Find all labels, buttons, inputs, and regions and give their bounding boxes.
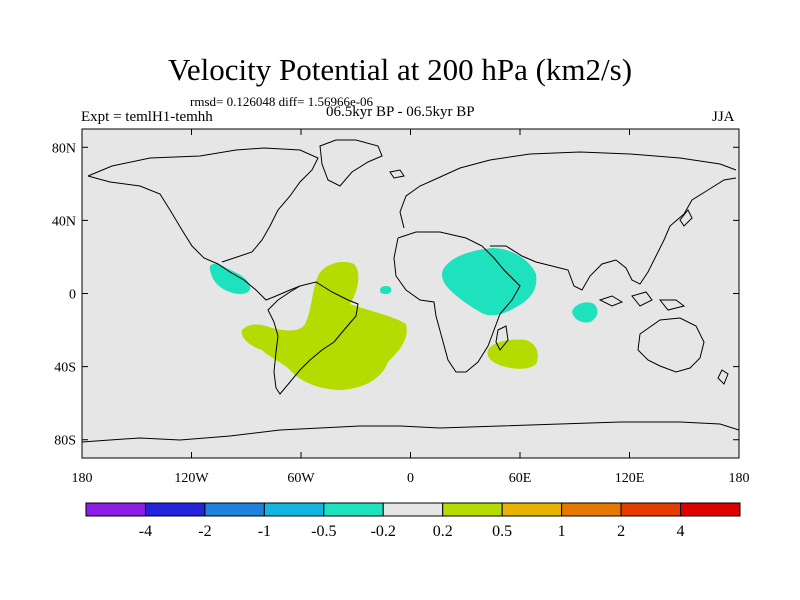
- coastline-japan: [679, 209, 693, 227]
- colorbar-box: [85, 502, 146, 517]
- coastline-south-america: [267, 281, 359, 395]
- region-south-america-atlantic-positive: [241, 261, 407, 390]
- y-axis: 80N 40N 0 40S 80S: [52, 141, 739, 449]
- colorbar: -4 -2 -1 -0.5 -0.2 0.2 0.5 1 2 4: [85, 502, 741, 540]
- coastline-antarctica: [82, 421, 739, 443]
- colorbar-box: [620, 502, 682, 517]
- period-label: 06.5kyr BP - 06.5kyr BP: [326, 104, 475, 120]
- colorbar-box: [501, 502, 563, 517]
- x-tick-label: 120W: [174, 471, 209, 486]
- y-tick-label: 80N: [52, 141, 76, 156]
- x-tick-label: 180: [72, 471, 93, 486]
- y-tick-label: 80S: [54, 434, 76, 449]
- colorbar-label: 0.5: [492, 523, 512, 540]
- colorbar-box: [561, 502, 622, 517]
- season-label: JJA: [712, 109, 735, 125]
- coastline-greenland: [319, 139, 383, 187]
- coastline-europe: [399, 151, 737, 229]
- y-tick-label: 0: [69, 288, 76, 303]
- coastline-iceland: [389, 169, 405, 179]
- colorbar-label: 2: [617, 523, 625, 540]
- colorbar-box: [323, 502, 384, 517]
- x-tick-label: 60W: [287, 471, 315, 486]
- x-tick-label: 120E: [615, 471, 645, 486]
- stats-label: rmsd= 0.126048 diff= 1.56966e-06: [190, 94, 374, 109]
- coastline-arabia-india: [490, 245, 617, 291]
- colorbar-box: [144, 502, 206, 517]
- colorbar-label: -1: [258, 523, 271, 540]
- region-south-indian-ocean-positive: [487, 339, 538, 369]
- coastline-africa: [393, 231, 521, 373]
- x-axis: 180 120W 60W 0 60E 120E 180: [72, 129, 750, 486]
- region-equatorial-atlantic-negative: [380, 286, 392, 294]
- chart-title: Velocity Potential at 200 hPa (km2/s): [167, 52, 633, 87]
- coastline-maritime: [598, 291, 686, 311]
- coastline-madagascar: [495, 325, 509, 351]
- colorbar-label: -0.2: [371, 523, 396, 540]
- coastlines: [82, 139, 739, 443]
- region-eastern-pacific-negative: [209, 263, 251, 294]
- x-tick-label: 0: [407, 471, 414, 486]
- colorbar-label: 4: [677, 523, 685, 540]
- coastline-australia: [637, 317, 705, 373]
- y-tick-label: 40N: [52, 214, 76, 229]
- colorbar-box: [442, 502, 503, 517]
- colorbar-label: -0.5: [311, 523, 336, 540]
- colorbar-label: -2: [198, 523, 211, 540]
- coastline-north-america: [87, 147, 319, 263]
- experiment-label: Expt = temlH1-temhh: [81, 109, 213, 125]
- coastline-north-america-west: [87, 175, 301, 301]
- colorbar-box: [204, 502, 265, 517]
- coastline-east-asia: [615, 177, 737, 285]
- x-tick-label: 60E: [509, 471, 532, 486]
- colorbar-box: [382, 502, 444, 517]
- colorbar-label: -4: [139, 523, 152, 540]
- region-east-indian-ocean-negative: [572, 302, 598, 323]
- colorbar-box: [263, 502, 325, 517]
- colorbar-label: 0.2: [433, 523, 453, 540]
- colorbar-box: [680, 502, 741, 517]
- coastline-new-zealand: [717, 369, 729, 385]
- x-tick-label: 180: [729, 471, 750, 486]
- colorbar-label: 1: [558, 523, 566, 540]
- y-tick-label: 40S: [54, 361, 76, 376]
